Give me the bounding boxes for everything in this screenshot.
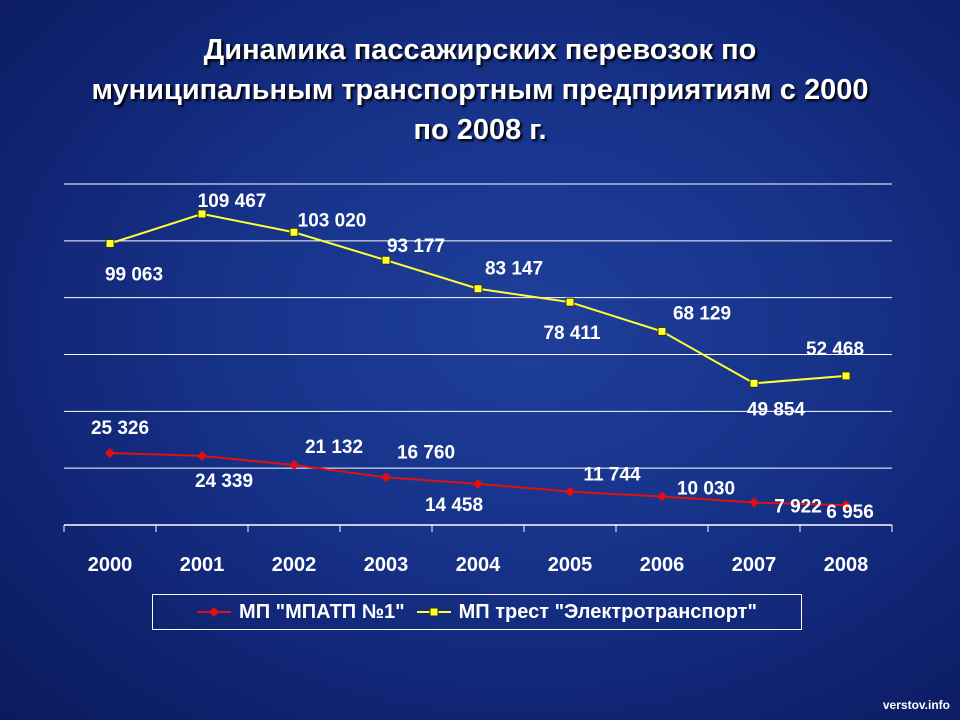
data-point-marker	[841, 371, 851, 381]
data-point-marker	[289, 459, 299, 470]
data-label: 49 854	[747, 399, 806, 420]
data-label: 7 922	[774, 496, 822, 517]
title-line-1: Динамика пассажирских перевозок по	[203, 34, 757, 66]
data-label: 93 177	[387, 236, 445, 257]
data-label: 11 744	[583, 465, 640, 486]
data-label: 21 132	[305, 437, 363, 458]
legend-item-red: МП "МПАТП №1"	[197, 601, 405, 624]
series-line-1	[109, 212, 847, 385]
data-label: 24 339	[195, 471, 253, 492]
data-point-marker	[657, 491, 667, 502]
x-tick-label: 2006	[640, 554, 685, 576]
data-label: 25 326	[91, 418, 149, 439]
data-label: 14 458	[425, 495, 483, 516]
x-tick-label: 2004	[456, 554, 501, 576]
data-label: 52 468	[806, 339, 864, 360]
legend-label-yellow: МП трест "Электротранспорт"	[458, 600, 757, 623]
data-label: 99 063	[105, 264, 163, 285]
x-tick-label: 2005	[548, 554, 593, 576]
data-point-marker	[473, 284, 483, 294]
chart-legend: МП "МПАТП №1" МП трест "Электротранспорт…	[152, 594, 802, 630]
x-tick-label: 2001	[180, 554, 225, 576]
data-label: 78 411	[543, 323, 600, 344]
x-tick-label: 2007	[732, 554, 777, 576]
x-tick-label: 2002	[272, 554, 317, 576]
watermark: verstov.info	[882, 698, 950, 712]
data-point-marker	[565, 486, 575, 497]
data-point-marker	[841, 500, 851, 511]
x-tick-label: 2003	[364, 554, 409, 576]
data-point-marker	[289, 227, 299, 237]
legend-diamond-line-icon	[197, 607, 232, 617]
data-label: 6 956	[826, 502, 874, 523]
data-point-marker	[197, 450, 207, 461]
data-label: 103 020	[298, 210, 367, 231]
legend-item-yellow: МП трест "Электротранспорт"	[416, 600, 757, 624]
legend-square-line-icon	[416, 607, 451, 617]
data-point-marker	[473, 478, 483, 489]
data-label: 68 129	[673, 303, 731, 324]
data-point-marker	[749, 378, 759, 388]
data-point-marker	[381, 472, 391, 483]
x-tick-label: 2008	[824, 554, 869, 576]
chart-title: Динамика пассажирских перевозок по муниц…	[0, 30, 960, 150]
data-point-marker	[105, 448, 115, 459]
title-line-3: по 2008 г.	[413, 114, 547, 146]
x-tick-label: 2000	[88, 554, 133, 576]
data-point-marker	[105, 238, 115, 248]
data-label: 83 147	[485, 259, 543, 280]
data-label: 109 467	[198, 191, 267, 212]
legend-label-red: МП "МПАТП №1"	[239, 600, 405, 623]
title-line-2: муниципальным транспортным предприятиям …	[91, 74, 869, 106]
data-point-marker	[749, 497, 759, 508]
data-point-marker	[197, 209, 207, 219]
data-point-marker	[381, 255, 391, 265]
data-label: 16 760	[397, 442, 455, 463]
data-point-marker	[565, 297, 575, 307]
data-point-marker	[657, 326, 667, 336]
data-label: 10 030	[677, 478, 735, 499]
